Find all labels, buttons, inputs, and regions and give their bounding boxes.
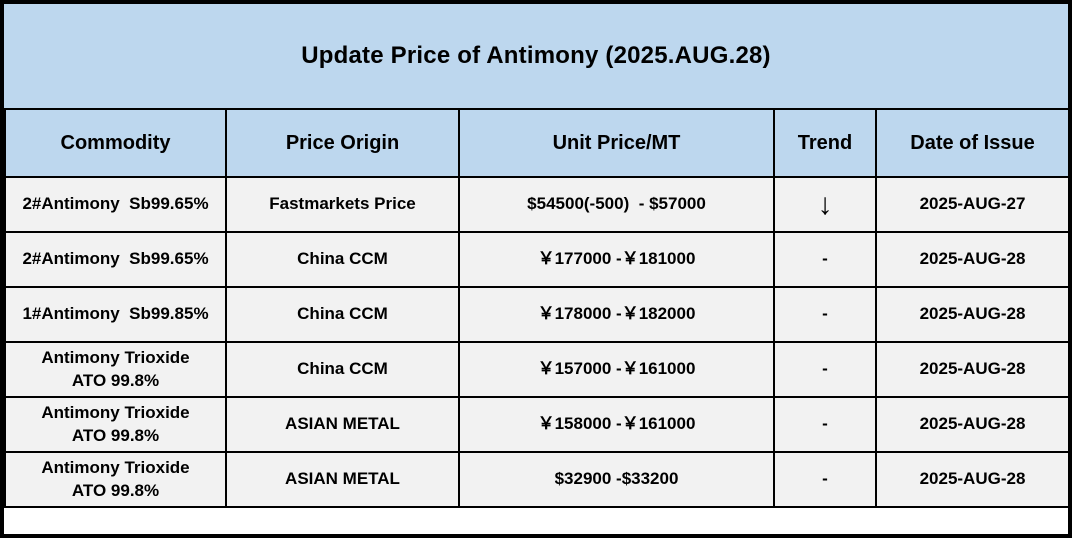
price-origin-cell: Fastmarkets Price	[225, 176, 460, 233]
unit-price-cell: $32900 -$33200	[458, 451, 775, 508]
column-header-price-origin: Price Origin	[225, 108, 460, 178]
commodity-cell: Antimony Trioxide ATO 99.8%	[4, 396, 227, 453]
date-of-issue-cell: 2025-AUG-27	[875, 176, 1068, 233]
trend-value: -	[773, 231, 877, 288]
table-row: Antimony Trioxide ATO 99.8% ASIAN METAL …	[4, 396, 1068, 453]
date-of-issue-cell: 2025-AUG-28	[875, 286, 1068, 343]
page-title: Update Price of Antimony (2025.AUG.28)	[4, 4, 1068, 108]
table-row: 2#Antimony Sb99.65% China CCM ￥177000 -￥…	[4, 231, 1068, 288]
commodity-cell: Antimony Trioxide ATO 99.8%	[4, 341, 227, 398]
commodity-cell: 1#Antimony Sb99.85%	[4, 286, 227, 343]
table-row: 2#Antimony Sb99.65% Fastmarkets Price $5…	[4, 176, 1068, 233]
price-origin-cell: ASIAN METAL	[225, 396, 460, 453]
unit-price-cell: $54500(-500) - $57000	[458, 176, 775, 233]
table-row: 1#Antimony Sb99.85% China CCM ￥178000 -￥…	[4, 286, 1068, 343]
date-of-issue-cell: 2025-AUG-28	[875, 396, 1068, 453]
commodity-cell: Antimony Trioxide ATO 99.8%	[4, 451, 227, 508]
commodity-cell: 2#Antimony Sb99.65%	[4, 176, 227, 233]
trend-value: -	[773, 286, 877, 343]
unit-price-cell: ￥177000 -￥181000	[458, 231, 775, 288]
column-header-unit-price: Unit Price/MT	[458, 108, 775, 178]
price-origin-cell: China CCM	[225, 341, 460, 398]
commodity-cell: 2#Antimony Sb99.65%	[4, 231, 227, 288]
price-origin-cell: China CCM	[225, 286, 460, 343]
price-origin-cell: ASIAN METAL	[225, 451, 460, 508]
table-row: Antimony Trioxide ATO 99.8% China CCM ￥1…	[4, 341, 1068, 398]
trend-value: ↓	[773, 176, 877, 233]
header-row: Commodity Price Origin Unit Price/MT Tre…	[4, 108, 1068, 178]
column-header-trend: Trend	[773, 108, 877, 178]
date-of-issue-cell: 2025-AUG-28	[875, 451, 1068, 508]
unit-price-cell: ￥178000 -￥182000	[458, 286, 775, 343]
table-row: Antimony Trioxide ATO 99.8% ASIAN METAL …	[4, 451, 1068, 508]
trend-value: -	[773, 451, 877, 508]
trend-value: -	[773, 396, 877, 453]
column-header-commodity: Commodity	[4, 108, 227, 178]
date-of-issue-cell: 2025-AUG-28	[875, 341, 1068, 398]
unit-price-cell: ￥158000 -￥161000	[458, 396, 775, 453]
unit-price-cell: ￥157000 -￥161000	[458, 341, 775, 398]
trend-value: -	[773, 341, 877, 398]
column-header-date-of-issue: Date of Issue	[875, 108, 1068, 178]
date-of-issue-cell: 2025-AUG-28	[875, 231, 1068, 288]
price-table: Commodity Price Origin Unit Price/MT Tre…	[4, 108, 1068, 508]
price-origin-cell: China CCM	[225, 231, 460, 288]
